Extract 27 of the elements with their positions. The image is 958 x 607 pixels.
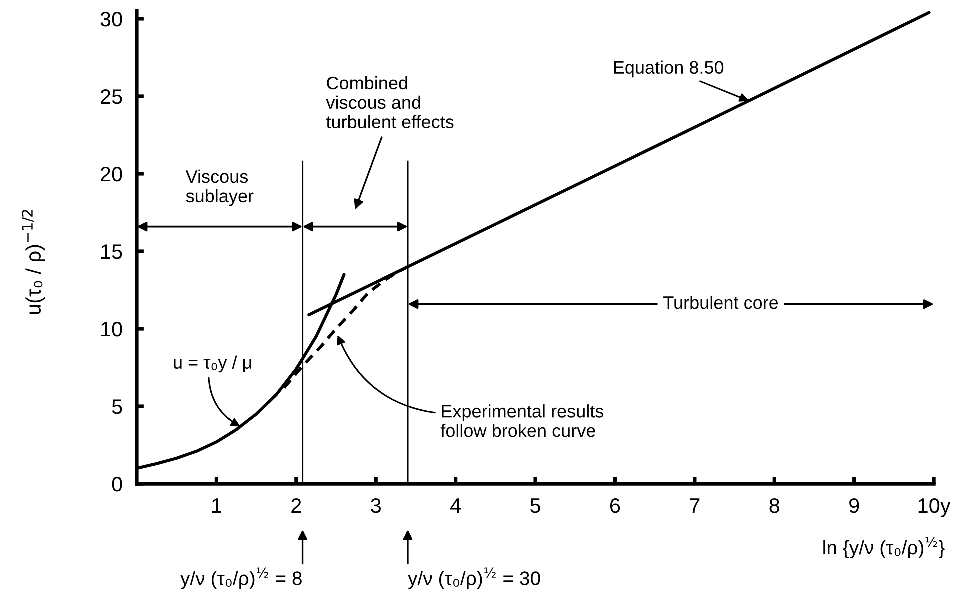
annotation: Experimental results follow broken curve bbox=[440, 404, 604, 438]
y-tick-label: 15 bbox=[102, 244, 122, 260]
annotation: Combined viscous and turbulent effects bbox=[326, 76, 454, 129]
y-tick-label: 10 bbox=[102, 322, 122, 337]
annotation: Turbulent core bbox=[664, 296, 778, 310]
text: y/ν (τ₀/ρ)$^{½}$ = 8 bbox=[180, 568, 302, 590]
y-tick-label: 20 bbox=[100, 166, 122, 182]
y-tick-label: 5 bbox=[112, 400, 122, 414]
x-tick-label: 8 bbox=[770, 498, 780, 514]
text: y/ν (τ₀/ρ)$^{½}$ = 30 bbox=[408, 568, 540, 590]
annotation: Viscous sublayer bbox=[186, 170, 254, 206]
x-tick-label: 3 bbox=[371, 498, 381, 514]
x-tick-label: 1 bbox=[212, 498, 222, 514]
x-tick-label: 7 bbox=[690, 498, 700, 514]
y-axis-title: u(τ₀ / ρ)$^{−1/2}$ bbox=[22, 210, 46, 314]
x-tick-label: 2 bbox=[292, 498, 302, 514]
annotation: u = τ₀y / μ bbox=[174, 356, 252, 373]
x-tick-label: 5 bbox=[530, 498, 540, 514]
y-tick-label: 30 bbox=[100, 12, 122, 27]
x-tick-label: 6 bbox=[610, 498, 620, 514]
x-tick-label: 4 bbox=[450, 498, 461, 514]
y-tick-label: 25 bbox=[100, 89, 122, 104]
x-tick-label: 9 bbox=[850, 498, 860, 514]
y-tick-label: 0 bbox=[112, 477, 122, 492]
x-axis-title: ln {y/ν (τ₀/ρ)$^{½}$} bbox=[824, 536, 945, 559]
x-tick-label: 10y bbox=[918, 498, 951, 518]
annotation: Equation 8.50 bbox=[614, 60, 724, 78]
